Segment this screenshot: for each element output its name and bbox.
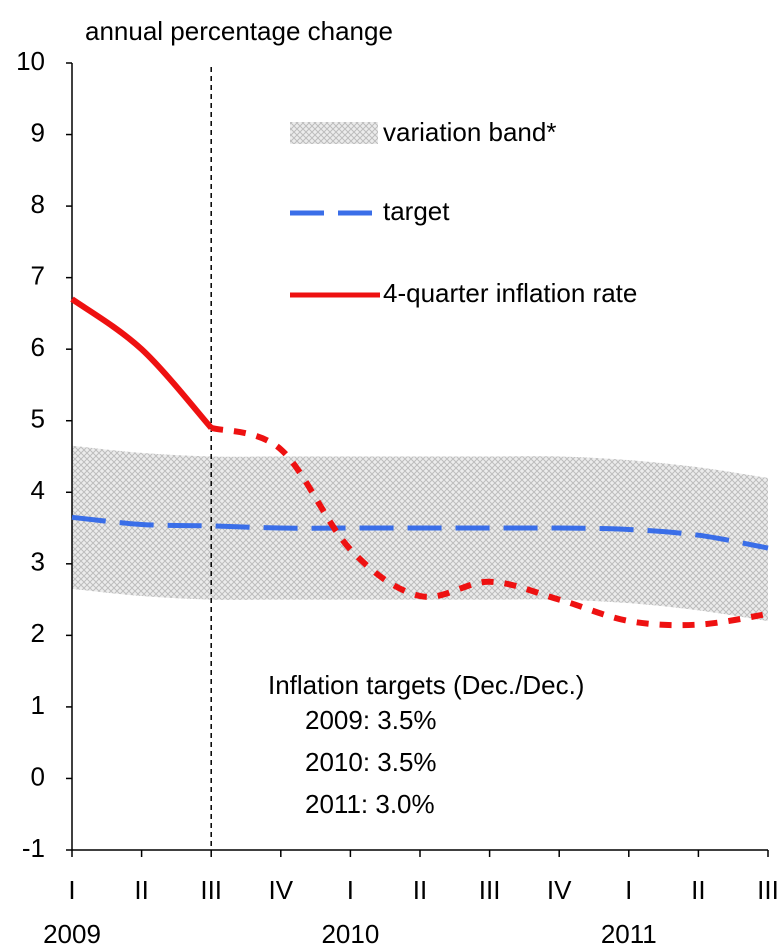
x-tick-label: III [200, 875, 222, 905]
annotation: 2010: 3.5% [305, 747, 437, 777]
legend-label: variation band* [383, 117, 556, 147]
series-line [71, 514, 769, 551]
y-tick-label: 9 [31, 117, 45, 147]
series-line [70, 296, 214, 430]
x-tick-label: I [347, 875, 354, 905]
annotation: 2009: 3.5% [305, 705, 437, 735]
y-tick-label: 5 [31, 404, 45, 434]
y-tick-label: 4 [31, 475, 45, 505]
annotation: 2011: 3.0% [305, 789, 435, 819]
series-line [210, 424, 769, 629]
legend-label: target [383, 196, 450, 226]
y-tick-label: -1 [22, 833, 45, 863]
variation-band [72, 445, 768, 622]
legend-label: 4-quarter inflation rate [383, 278, 637, 308]
y-tick-label: 2 [31, 618, 45, 648]
x-tick-label: III [479, 875, 501, 905]
y-tick-label: 7 [31, 261, 45, 291]
x-tick-label: II [134, 875, 148, 905]
x-tick-label: III [757, 875, 779, 905]
x-tick-label: I [625, 875, 632, 905]
year-label: 2010 [321, 919, 379, 949]
legend-swatch [290, 122, 378, 144]
x-tick-label: II [413, 875, 427, 905]
year-label: 2011 [601, 919, 657, 949]
annotation: Inflation targets (Dec./Dec.) [268, 670, 584, 700]
y-tick-label: 6 [31, 332, 45, 362]
x-tick-label: II [691, 875, 705, 905]
y-tick-label: 1 [31, 690, 45, 720]
x-tick-label: I [68, 875, 75, 905]
y-tick-label: 0 [31, 761, 45, 791]
year-label: 2009 [43, 919, 101, 949]
y-tick-label: 3 [31, 547, 45, 577]
y-axis-label: annual percentage change [85, 16, 393, 46]
x-tick-label: IV [269, 875, 294, 905]
x-tick-label: IV [547, 875, 572, 905]
y-tick-label: 10 [16, 46, 45, 76]
y-tick-label: 8 [31, 189, 45, 219]
